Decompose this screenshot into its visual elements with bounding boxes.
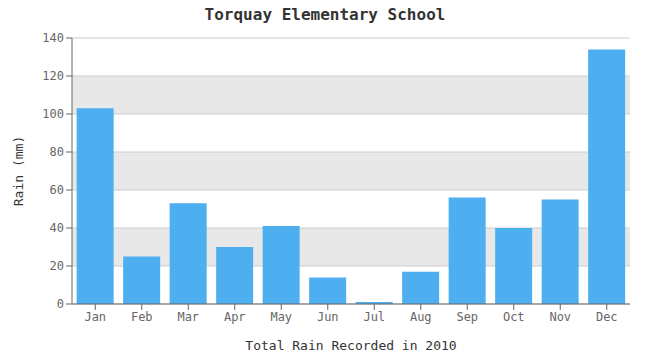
- svg-text:140: 140: [42, 31, 64, 45]
- svg-text:Feb: Feb: [131, 310, 153, 324]
- svg-text:0: 0: [57, 297, 64, 311]
- svg-text:80: 80: [50, 145, 64, 159]
- svg-text:Jun: Jun: [317, 310, 339, 324]
- svg-text:Jan: Jan: [84, 310, 106, 324]
- svg-text:40: 40: [50, 221, 64, 235]
- svg-text:20: 20: [50, 259, 64, 273]
- svg-text:May: May: [270, 310, 292, 324]
- svg-text:Nov: Nov: [549, 310, 571, 324]
- svg-text:100: 100: [42, 107, 64, 121]
- svg-text:Oct: Oct: [503, 310, 525, 324]
- svg-text:Jul: Jul: [363, 310, 385, 324]
- svg-text:Apr: Apr: [224, 310, 246, 324]
- svg-text:Dec: Dec: [596, 310, 618, 324]
- svg-text:Rain (mm): Rain (mm): [11, 136, 26, 206]
- svg-text:120: 120: [42, 69, 64, 83]
- svg-text:Mar: Mar: [177, 310, 199, 324]
- html-text:Torquay Elementary School: Torquay Elementary School: [204, 5, 446, 24]
- svg-text:Aug: Aug: [410, 310, 432, 324]
- svg-text:60: 60: [50, 183, 64, 197]
- svg-text:Total Rain Recorded in 2010: Total Rain Recorded in 2010: [245, 338, 456, 353]
- svg-text:Sep: Sep: [456, 310, 478, 324]
